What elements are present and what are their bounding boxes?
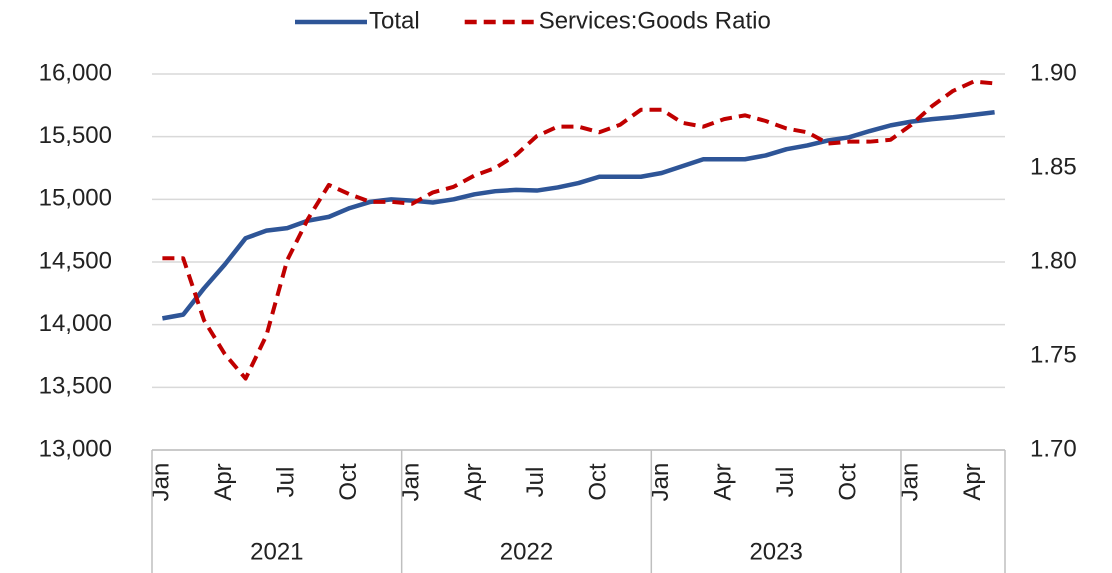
- series-line: [162, 109, 995, 321]
- x-tick-label: Jul: [772, 467, 799, 498]
- x-tick-label: Apr: [460, 463, 487, 500]
- x-tick-label: Oct: [585, 463, 612, 501]
- legend-label: Services:Goods Ratio: [539, 7, 771, 34]
- series-line: [162, 79, 995, 381]
- x-tick-label: Apr: [210, 463, 237, 500]
- y-tick-label: 15,000: [39, 185, 112, 212]
- y2-tick-label: 1.90: [1030, 59, 1077, 86]
- x-tick-label: Oct: [335, 463, 362, 501]
- y-tick-label: 15,500: [39, 122, 112, 149]
- y-tick-label: 13,500: [39, 373, 112, 400]
- y-tick-label: 14,000: [39, 310, 112, 337]
- x-tick-label: Jul: [522, 467, 549, 498]
- group-label: 2021: [250, 538, 303, 565]
- y2-tick-label: 1.85: [1030, 153, 1077, 180]
- y-tick-label: 13,000: [39, 435, 112, 462]
- x-tick-label: Apr: [709, 463, 736, 500]
- y-tick-label: 14,500: [39, 247, 112, 274]
- y2-tick-label: 1.80: [1030, 247, 1077, 274]
- y2-tick-label: 1.70: [1030, 435, 1077, 462]
- legend-label: Total: [369, 7, 420, 34]
- x-tick-label: Jul: [273, 467, 300, 498]
- group-label: 2022: [500, 538, 553, 565]
- x-tick-label: Oct: [834, 463, 861, 501]
- y2-tick-label: 1.75: [1030, 341, 1077, 368]
- group-label: 2023: [749, 538, 802, 565]
- y-tick-label: 16,000: [39, 59, 112, 86]
- x-tick-label: Apr: [959, 463, 986, 500]
